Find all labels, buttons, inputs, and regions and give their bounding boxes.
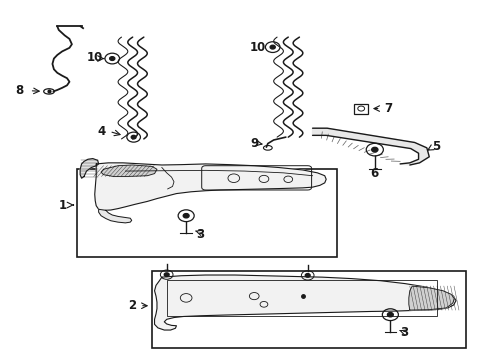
- Text: 5: 5: [431, 140, 440, 153]
- Text: 6: 6: [370, 167, 378, 180]
- Circle shape: [131, 135, 136, 139]
- Polygon shape: [99, 209, 131, 223]
- Circle shape: [183, 213, 189, 218]
- Polygon shape: [312, 128, 428, 165]
- Circle shape: [305, 274, 309, 277]
- Text: 7: 7: [383, 102, 391, 115]
- Circle shape: [109, 57, 115, 60]
- Text: 8: 8: [16, 84, 24, 97]
- Text: 10: 10: [86, 51, 102, 64]
- Circle shape: [164, 273, 169, 276]
- Text: 10: 10: [249, 41, 265, 54]
- Text: 4: 4: [97, 125, 105, 138]
- Polygon shape: [80, 158, 99, 178]
- Text: 1: 1: [59, 198, 67, 212]
- Polygon shape: [101, 165, 157, 176]
- Text: 3: 3: [195, 228, 203, 241]
- Text: 3: 3: [399, 327, 407, 339]
- Bar: [77, 169, 336, 257]
- Polygon shape: [95, 163, 325, 210]
- Circle shape: [386, 312, 392, 317]
- Polygon shape: [154, 275, 455, 330]
- Text: 9: 9: [249, 137, 258, 150]
- Circle shape: [371, 147, 377, 152]
- Polygon shape: [408, 286, 454, 310]
- Bar: [152, 271, 465, 348]
- Circle shape: [269, 45, 275, 49]
- Bar: [166, 280, 436, 316]
- Text: 2: 2: [128, 299, 137, 312]
